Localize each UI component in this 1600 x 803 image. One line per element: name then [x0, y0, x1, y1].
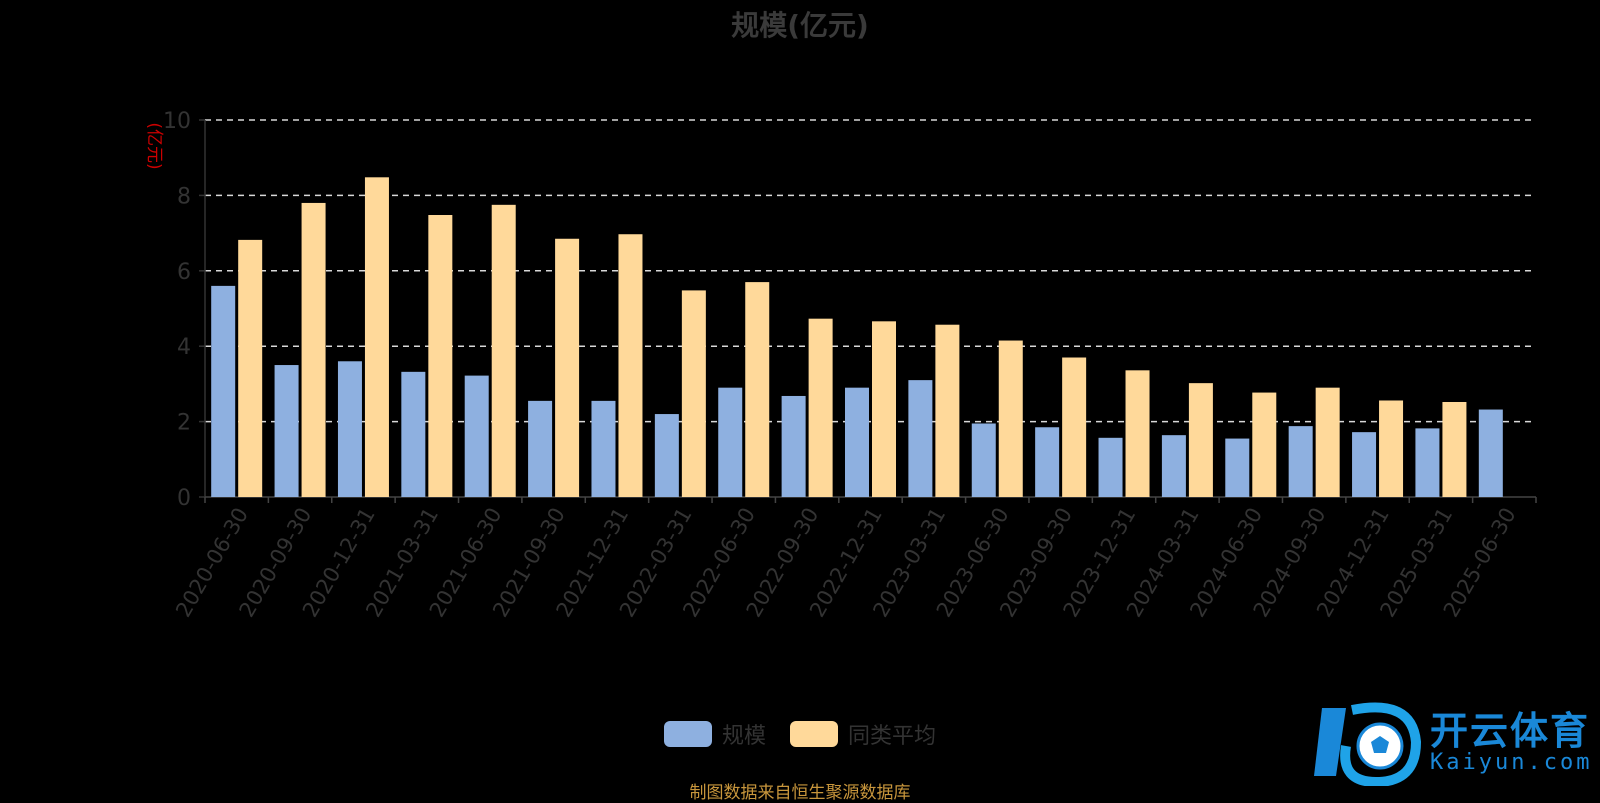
- watermark-subtext: Kaiyun.com: [1430, 750, 1593, 775]
- y-tick-label: 0: [177, 486, 191, 511]
- bar-peer-average: [618, 234, 643, 497]
- y-axis-label: (亿元): [144, 122, 164, 169]
- bar-scale: [401, 371, 426, 497]
- legend-item-peer-average[interactable]: 同类平均: [790, 718, 936, 750]
- legend-label-scale: 规模: [721, 724, 766, 749]
- legend: 规模 同类平均: [0, 718, 1600, 750]
- bar-scale: [1415, 428, 1440, 497]
- bar-peer-average: [1315, 387, 1340, 497]
- bar-scale: [718, 387, 743, 497]
- bar-scale: [1352, 432, 1377, 497]
- bar-scale: [1098, 437, 1123, 497]
- bar-peer-average: [364, 177, 389, 497]
- bar-scale: [971, 423, 996, 497]
- y-tick-label: 10: [163, 109, 191, 134]
- bar-peer-average: [238, 239, 263, 498]
- bar-scale: [528, 400, 553, 497]
- bar-scale: [464, 375, 489, 497]
- bar-peer-average: [1125, 370, 1150, 497]
- y-tick-label: 2: [177, 411, 191, 436]
- bar-scale: [591, 400, 616, 497]
- y-tick-label: 8: [177, 184, 191, 209]
- legend-swatch-peer-average: [790, 721, 838, 747]
- watermark-logo: 开云体育 Kaiyun.com: [1312, 698, 1592, 788]
- bar-peer-average: [808, 318, 833, 497]
- bar-scale: [337, 361, 362, 497]
- bar-peer-average: [1252, 392, 1277, 497]
- bar-scale: [1225, 438, 1250, 497]
- bar-scale: [1288, 426, 1313, 497]
- bar-peer-average: [1379, 400, 1404, 497]
- source-note: 制图数据来自恒生聚源数据库: [689, 783, 911, 803]
- watermark-text: 开云体育: [1430, 709, 1591, 753]
- bar-scale: [1161, 435, 1186, 497]
- y-tick-label: 4: [177, 335, 191, 360]
- bar-scale: [1478, 409, 1503, 497]
- bar-scale: [1035, 427, 1060, 497]
- bar-peer-average: [1442, 401, 1467, 497]
- bar-scale: [211, 285, 236, 497]
- legend-swatch-scale: [663, 721, 712, 747]
- bar-scale: [845, 387, 869, 497]
- bar-peer-average: [491, 204, 516, 497]
- bar-peer-average: [555, 238, 580, 497]
- bar-peer-average: [428, 215, 453, 497]
- bar-peer-average: [301, 202, 326, 497]
- bar-peer-average: [872, 321, 896, 497]
- bar-scale: [908, 380, 933, 497]
- bar-peer-average: [935, 324, 960, 497]
- bar-peer-average: [1062, 357, 1087, 497]
- bar-peer-average: [745, 282, 770, 497]
- bar-scale: [654, 414, 679, 497]
- y-tick-label: 6: [177, 260, 191, 285]
- bar-scale: [274, 365, 299, 497]
- ball-icon: [1314, 702, 1422, 788]
- chart-title: 规模(亿元): [731, 9, 869, 42]
- bar-peer-average: [1188, 383, 1213, 497]
- bar-peer-average: [681, 290, 706, 497]
- legend-item-scale[interactable]: 规模: [663, 718, 766, 750]
- bar-peer-average: [998, 340, 1023, 497]
- legend-label-peer-average: 同类平均: [848, 724, 937, 749]
- bar-scale: [781, 395, 806, 497]
